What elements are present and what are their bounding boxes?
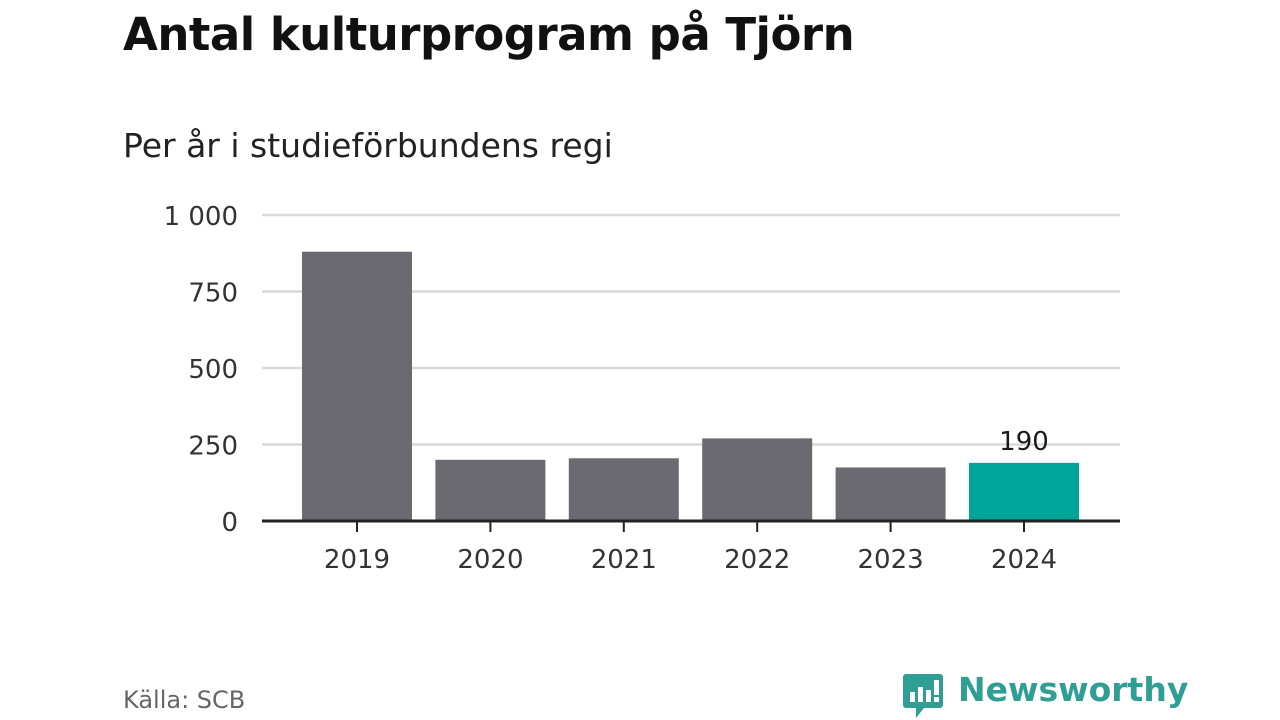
x-tick-label: 2022 bbox=[724, 545, 790, 575]
bar-2020 bbox=[435, 459, 546, 521]
y-axis-tick-labels: 0 250 500 750 1 000 bbox=[164, 202, 238, 538]
chart-title: Antal kulturprogram på Tjörn bbox=[123, 8, 855, 61]
x-tick-label: 2024 bbox=[991, 545, 1057, 575]
bar-2021 bbox=[568, 458, 679, 521]
y-tick-label: 750 bbox=[188, 279, 238, 309]
y-tick-label: 0 bbox=[221, 508, 238, 538]
bar-2019 bbox=[302, 251, 412, 521]
brand-name: Newsworthy bbox=[958, 670, 1189, 709]
bars bbox=[302, 251, 1079, 521]
chart-subtitle: Per år i studieförbundens regi bbox=[123, 126, 613, 165]
x-tick-label: 2021 bbox=[591, 545, 657, 575]
brand: Newsworthy bbox=[902, 670, 1188, 720]
x-tick-label: 2023 bbox=[858, 545, 924, 575]
data-labels: 190 bbox=[999, 427, 1049, 457]
source-note: Källa: SCB bbox=[123, 686, 246, 714]
bar-2022 bbox=[702, 438, 813, 521]
newsworthy-logo-icon bbox=[903, 674, 943, 718]
bar-2023 bbox=[835, 467, 946, 521]
bar-2024 bbox=[969, 462, 1079, 521]
y-tick-label: 1 000 bbox=[164, 202, 238, 232]
data-label-2024: 190 bbox=[999, 427, 1049, 457]
x-axis-tick-labels: 2019 2020 2021 2022 2023 2024 bbox=[324, 545, 1057, 575]
x-tick-label: 2019 bbox=[324, 545, 390, 575]
y-tick-label: 500 bbox=[188, 355, 238, 385]
y-tick-label: 250 bbox=[188, 432, 238, 462]
x-axis bbox=[262, 519, 1120, 532]
x-tick-label: 2020 bbox=[457, 545, 523, 575]
